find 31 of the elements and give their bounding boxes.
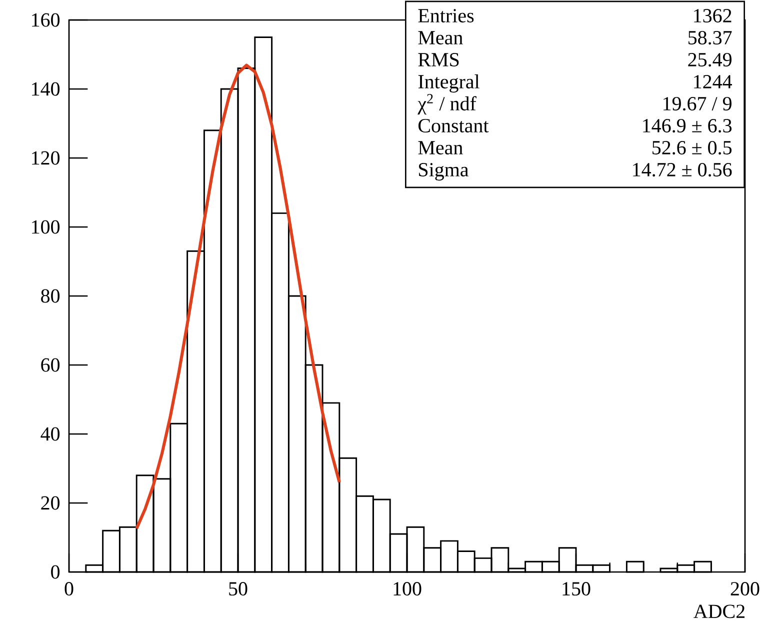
y-tick-label: 0 xyxy=(51,565,60,579)
y-tick-label: 20 xyxy=(41,496,60,510)
y-tick-label: 140 xyxy=(32,82,60,96)
x-tick-label: 0 xyxy=(64,582,74,596)
y-tick-label: 80 xyxy=(41,289,60,303)
annotation: RMS xyxy=(418,53,459,66)
annotation: 14.72 ± 0.56 xyxy=(633,162,732,177)
annotation: Entries xyxy=(418,9,474,22)
annotation: Sigma xyxy=(419,163,468,181)
annotation: 1362 xyxy=(694,9,732,22)
y-tick-label: 120 xyxy=(32,151,60,165)
x-tick-label: 100 xyxy=(394,582,422,596)
x-tick-label: 200 xyxy=(730,582,760,596)
annotation: Mean xyxy=(418,31,463,44)
annotation: 52.6 ± 0.5 xyxy=(652,140,732,155)
annotation: Constant xyxy=(418,119,489,132)
annotation: 25.49 xyxy=(688,53,732,67)
annotation: 19.67 / 9 xyxy=(664,97,732,111)
x-tick-label: 150 xyxy=(562,582,590,596)
annotation: Integral xyxy=(418,74,480,93)
y-tick-label: 160 xyxy=(32,13,60,27)
y-tick-label: 60 xyxy=(41,358,60,372)
annotation: 1244 xyxy=(694,75,732,88)
annotation: χ$^{2}$ / ndf xyxy=(418,94,476,115)
x-axis-title: ADC2 xyxy=(694,604,744,618)
y-tick-label: 100 xyxy=(32,220,60,234)
annotation: 58.37 xyxy=(688,30,732,45)
y-tick-label: 40 xyxy=(40,427,60,441)
x-tick-label: 50 xyxy=(229,582,248,596)
annotation: Mean xyxy=(418,141,463,154)
annotation: 146.9 ± 6.3 xyxy=(643,119,732,133)
